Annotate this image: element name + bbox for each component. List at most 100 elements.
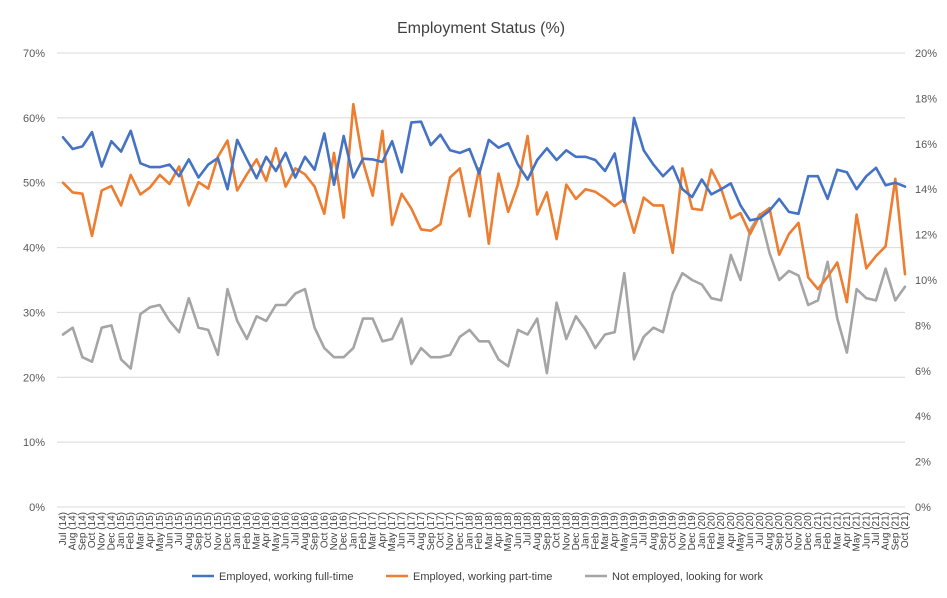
x-tick-label: Dec (15) bbox=[223, 512, 234, 550]
x-tick-label: Apr (16) bbox=[261, 512, 272, 548]
x-tick-label: May (21) bbox=[852, 512, 863, 551]
x-tick-label: Oct (19) bbox=[668, 512, 679, 548]
x-tick-label: Sep (18) bbox=[542, 512, 553, 550]
x-tick-label: Nov (15) bbox=[213, 512, 224, 550]
x-tick-label: Mar (17) bbox=[368, 512, 379, 550]
x-tick-label: Sep (19) bbox=[658, 512, 669, 550]
x-tick-label: Nov (17) bbox=[445, 512, 456, 550]
left-tick-label: 60% bbox=[23, 113, 45, 125]
x-tick-label: Oct (20) bbox=[784, 512, 795, 548]
x-tick-label: Aug (17) bbox=[416, 512, 427, 550]
x-tick-label: Sep (16) bbox=[310, 512, 321, 550]
x-tick-label: Dec (17) bbox=[455, 512, 466, 550]
x-tick-label: Sep (20) bbox=[774, 512, 785, 550]
x-tick-label: Oct (14) bbox=[87, 512, 98, 548]
series-line-0 bbox=[61, 116, 907, 222]
left-tick-label: 30% bbox=[23, 307, 45, 319]
x-tick-label: Jul (14) bbox=[58, 512, 69, 545]
x-tick-label: Jan (18) bbox=[464, 512, 475, 549]
x-tick-label: May (18) bbox=[503, 512, 514, 551]
x-tick-label: Nov (19) bbox=[677, 512, 688, 550]
x-tick-label: May (16) bbox=[271, 512, 282, 551]
left-tick-label: 10% bbox=[23, 437, 45, 449]
x-tick-label: Dec (20) bbox=[803, 512, 814, 550]
x-tick-label: Aug (15) bbox=[184, 512, 195, 550]
x-tick-label: Jan (15) bbox=[116, 512, 127, 549]
series-line-1 bbox=[61, 102, 907, 304]
x-tick-label: Mar (20) bbox=[716, 512, 727, 550]
legend: Employed, working full-time Employed, wor… bbox=[192, 571, 764, 583]
right-tick-label: 6% bbox=[915, 366, 931, 378]
right-tick-label: 20% bbox=[915, 48, 937, 60]
x-tick-label: Oct (17) bbox=[435, 512, 446, 548]
x-tick-label: Jan (21) bbox=[813, 512, 824, 549]
x-tick-label: Oct (18) bbox=[552, 512, 563, 548]
x-tick-label: Nov (14) bbox=[97, 512, 108, 550]
legend-label: Employed, working full-time bbox=[219, 571, 354, 583]
x-tick-label: Jul (18) bbox=[523, 512, 534, 545]
x-tick-label: Nov (16) bbox=[329, 512, 340, 550]
x-tick-label: Feb (18) bbox=[474, 512, 485, 550]
x-tick-label: Jun (18) bbox=[513, 512, 524, 549]
x-tick-label: May (19) bbox=[619, 512, 630, 551]
series-lines bbox=[61, 102, 907, 375]
x-tick-label: Aug (21) bbox=[881, 512, 892, 550]
left-axis-ticks: 0% 10% 20% 30% 40% 50% 60% 70% bbox=[23, 48, 45, 514]
x-tick-label: Apr (20) bbox=[726, 512, 737, 548]
x-tick-label: Jul (20) bbox=[755, 512, 766, 545]
legend-label: Employed, working part-time bbox=[413, 571, 552, 583]
left-tick-label: 50% bbox=[23, 178, 45, 190]
x-tick-label: Sep (14) bbox=[77, 512, 88, 550]
x-tick-label: Nov (18) bbox=[561, 512, 572, 550]
chart-title: Employment Status (%) bbox=[397, 20, 565, 37]
series-line-2 bbox=[61, 212, 907, 375]
x-tick-label: Jul (16) bbox=[290, 512, 301, 545]
x-tick-label: May (20) bbox=[735, 512, 746, 551]
left-tick-label: 40% bbox=[23, 243, 45, 255]
x-tick-label: Sep (17) bbox=[426, 512, 437, 550]
x-tick-label: Apr (15) bbox=[145, 512, 156, 548]
x-tick-label: Mar (16) bbox=[252, 512, 263, 550]
x-tick-label: Jan (16) bbox=[232, 512, 243, 549]
x-tick-label: Feb (19) bbox=[590, 512, 601, 550]
right-axis-ticks: 0% 2% 4% 6% 8% 10% 12% 14% 16% 18% 20% bbox=[915, 48, 937, 514]
right-tick-label: 4% bbox=[915, 411, 931, 423]
x-tick-label: Jul (21) bbox=[871, 512, 882, 545]
legend-label: Not employed, looking for work bbox=[612, 571, 764, 583]
x-tick-label: Jun (16) bbox=[281, 512, 292, 549]
right-tick-label: 14% bbox=[915, 184, 937, 196]
right-tick-label: 10% bbox=[915, 275, 937, 287]
x-tick-label: Feb (17) bbox=[358, 512, 369, 550]
x-tick-label: Mar (21) bbox=[832, 512, 843, 550]
x-tick-label: Oct (16) bbox=[319, 512, 330, 548]
right-tick-label: 16% bbox=[915, 139, 937, 151]
x-tick-label: Jul (19) bbox=[639, 512, 650, 545]
x-tick-label: May (17) bbox=[387, 512, 398, 551]
right-tick-label: 0% bbox=[915, 502, 931, 514]
left-tick-label: 0% bbox=[29, 502, 45, 514]
x-tick-label: Aug (20) bbox=[765, 512, 776, 550]
x-tick-label: Apr (19) bbox=[610, 512, 621, 548]
x-tick-label: Oct (15) bbox=[203, 512, 214, 548]
x-tick-label: Apr (17) bbox=[377, 512, 388, 548]
x-tick-label: Feb (21) bbox=[823, 512, 834, 550]
x-tick-label: Jun (21) bbox=[861, 512, 872, 549]
x-tick-label: Apr (21) bbox=[842, 512, 853, 548]
x-tick-label: Jun (20) bbox=[745, 512, 756, 549]
x-tick-label: Jul (17) bbox=[406, 512, 417, 545]
x-tick-label: Feb (15) bbox=[126, 512, 137, 550]
x-tick-label: May (15) bbox=[155, 512, 166, 551]
x-tick-label: Jun (17) bbox=[397, 512, 408, 549]
right-tick-label: 8% bbox=[915, 320, 931, 332]
x-tick-label: Nov (20) bbox=[794, 512, 805, 550]
x-tick-label: Aug (18) bbox=[532, 512, 543, 550]
x-tick-label: Dec (18) bbox=[571, 512, 582, 550]
x-tick-label: Jul (15) bbox=[174, 512, 185, 545]
x-tick-label: Mar (19) bbox=[600, 512, 611, 550]
x-axis-ticks: Jul (14)Aug (14)Sep (14)Oct (14)Nov (14)… bbox=[58, 512, 911, 551]
x-tick-label: Jan (17) bbox=[348, 512, 359, 549]
left-tick-label: 70% bbox=[23, 48, 45, 60]
x-tick-label: Jun (15) bbox=[164, 512, 175, 549]
